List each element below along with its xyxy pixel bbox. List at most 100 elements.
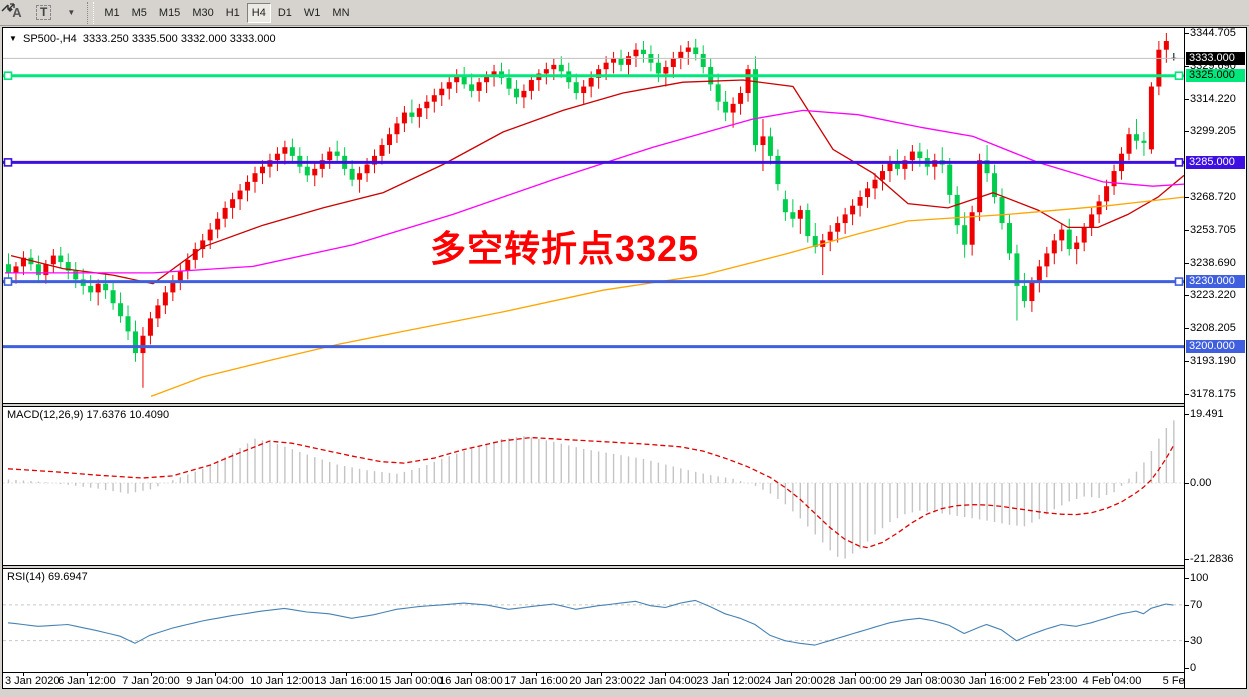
pointer-tool-button[interactable]: A xyxy=(5,3,29,23)
pointer-tool-icon: A xyxy=(12,5,22,20)
time-tick-mark xyxy=(728,673,729,676)
rsi-line xyxy=(7,599,1174,646)
macd-main-value: 17.6376 xyxy=(86,409,127,421)
chart-low: 3332.000 xyxy=(180,33,227,45)
timeframe-mn-button[interactable]: MN xyxy=(332,6,350,19)
candles xyxy=(6,33,1177,388)
time-tick-mark xyxy=(151,673,152,676)
time-tick-mark xyxy=(985,673,986,676)
line-handle xyxy=(1174,277,1184,286)
macd-name: MACD(12,26,9) xyxy=(7,409,84,421)
price-tick-label: 3268.720 xyxy=(1190,191,1236,203)
price-tick-mark xyxy=(1185,640,1189,642)
price-badge-3230.000: 3230.000 xyxy=(1186,275,1245,289)
timeframe-m15-button[interactable]: M15 xyxy=(158,6,181,19)
line-handle xyxy=(1174,71,1184,81)
time-axis-label: 17 Jan 16:00 xyxy=(504,675,568,687)
price-tick-label: 3223.220 xyxy=(1190,289,1236,302)
chart-annotation-text[interactable]: 多空转折点3325 xyxy=(430,228,700,269)
chart-title-collapse-icon[interactable]: ▼ xyxy=(9,34,17,43)
objects-tool-button[interactable]: ▼ xyxy=(1,3,82,23)
chart-open: 3333.250 xyxy=(82,33,129,45)
price-badge-3200.000: 3200.000 xyxy=(1186,340,1245,354)
rsi-indicator-pane[interactable] xyxy=(3,569,1184,672)
time-axis-label: 7 Jan 20:00 xyxy=(122,675,180,687)
timeframe-m30-button[interactable]: M30 xyxy=(192,6,214,19)
time-tick-mark xyxy=(665,673,666,676)
time-tick-mark xyxy=(855,673,856,676)
price-tick-label: 0.00 xyxy=(1190,477,1212,489)
time-tick-mark xyxy=(1112,673,1113,676)
time-tick-mark xyxy=(471,673,472,676)
time-axis-label: 16 Jan 08:00 xyxy=(439,675,503,687)
status-bar xyxy=(0,690,1249,697)
price-tick-label: 3238.690 xyxy=(1190,256,1236,269)
time-axis-label: 4 Feb 04:00 xyxy=(1082,675,1142,687)
ma-fast xyxy=(10,79,1184,285)
time-tick-mark xyxy=(87,673,88,676)
arrows-icon xyxy=(1,3,15,12)
line-handle xyxy=(3,277,13,286)
macd-histogram xyxy=(7,420,1175,559)
price-tick-label: 3178.175 xyxy=(1190,387,1236,400)
rsi-name: RSI(14) xyxy=(7,571,45,583)
time-axis-label: 13 Jan 16:00 xyxy=(314,675,378,687)
price-tick-mark xyxy=(1185,393,1189,395)
price-tick-mark xyxy=(1185,413,1189,415)
timeframe-d1-button[interactable]: D1 xyxy=(277,6,292,19)
main-candlestick-chart[interactable] xyxy=(3,28,1184,403)
price-tick-label: 3253.705 xyxy=(1190,223,1236,236)
macd-indicator-pane[interactable] xyxy=(3,407,1184,565)
time-axis-label: 22 Jan 04:00 xyxy=(633,675,697,687)
line-handle xyxy=(3,71,13,81)
macd-signal-line xyxy=(7,436,1174,549)
pane-splitter[interactable] xyxy=(3,403,1246,407)
price-tick-label: 3299.205 xyxy=(1190,125,1236,138)
time-axis-label: 28 Jan 00:00 xyxy=(823,675,887,687)
chart-title: ▼ SP500-,H4 3333.250 3335.500 3332.000 3… xyxy=(9,33,276,45)
price-tick-mark xyxy=(1185,262,1189,264)
timeframe-h4-button[interactable]: H4 xyxy=(246,2,271,23)
time-tick-mark xyxy=(791,673,792,676)
rsi-value: 69.6947 xyxy=(47,571,88,583)
chevron-down-icon: ▼ xyxy=(67,8,76,17)
text-tool-button[interactable]: T xyxy=(31,3,56,23)
line-handle xyxy=(1174,158,1184,167)
chart-high: 3335.500 xyxy=(131,33,178,45)
macd-indicator-label: MACD(12,26,9) 17.6376 10.4090 xyxy=(7,409,169,421)
price-axis[interactable]: 3344.705 3329.690 3314.220 3299.205 3268.720… xyxy=(1184,27,1246,688)
price-tick-label: 3344.705 xyxy=(1190,27,1236,39)
price-tick-mark xyxy=(1185,328,1189,330)
ma-mid xyxy=(5,109,1184,274)
price-tick-mark xyxy=(1185,361,1189,362)
time-axis[interactable]: 3 Jan 2020 6 Jan 12:00 7 Jan 20:00 9 Jan 04… xyxy=(3,672,1246,688)
time-axis-label: 3 Jan 2020 xyxy=(5,675,60,687)
timeframe-w1-button[interactable]: W1 xyxy=(303,6,321,19)
time-tick-mark xyxy=(921,673,922,676)
time-tick-mark xyxy=(1048,673,1049,676)
chart-close: 3333.000 xyxy=(229,33,276,45)
time-axis-label: 23 Jan 12:00 xyxy=(696,675,760,687)
price-tick-mark xyxy=(1185,604,1189,606)
price-tick-mark xyxy=(1185,98,1189,100)
price-tick-label: 3193.190 xyxy=(1190,355,1236,367)
timeframe-h1-button[interactable]: H1 xyxy=(225,6,240,19)
price-tick-label: -21.2836 xyxy=(1190,552,1234,565)
price-badge-3325.000: 3325.000 xyxy=(1186,69,1245,83)
price-tick-mark xyxy=(1185,33,1189,34)
time-axis-label: 15 Jan 00:00 xyxy=(379,675,443,687)
time-tick-mark xyxy=(536,673,537,676)
time-axis-label: 6 Jan 12:00 xyxy=(58,675,116,687)
timeframe-m5-button[interactable]: M5 xyxy=(131,6,147,19)
chart-window: ▼ SP500-,H4 3333.250 3335.500 3332.000 3… xyxy=(2,27,1247,689)
time-tick-mark xyxy=(346,673,347,676)
toolbar-separator xyxy=(87,1,95,24)
chart-symbol: SP500-,H4 xyxy=(22,33,77,45)
macd-signal-value: 10.4090 xyxy=(129,409,170,421)
price-tick-label: 0 xyxy=(1190,661,1197,674)
price-badge-3333.000: 3333.000 xyxy=(1186,51,1245,65)
timeframe-m1-button[interactable]: M1 xyxy=(104,6,120,19)
pane-splitter[interactable] xyxy=(3,565,1246,569)
price-tick-mark xyxy=(1185,558,1189,560)
time-tick-mark xyxy=(215,673,216,676)
